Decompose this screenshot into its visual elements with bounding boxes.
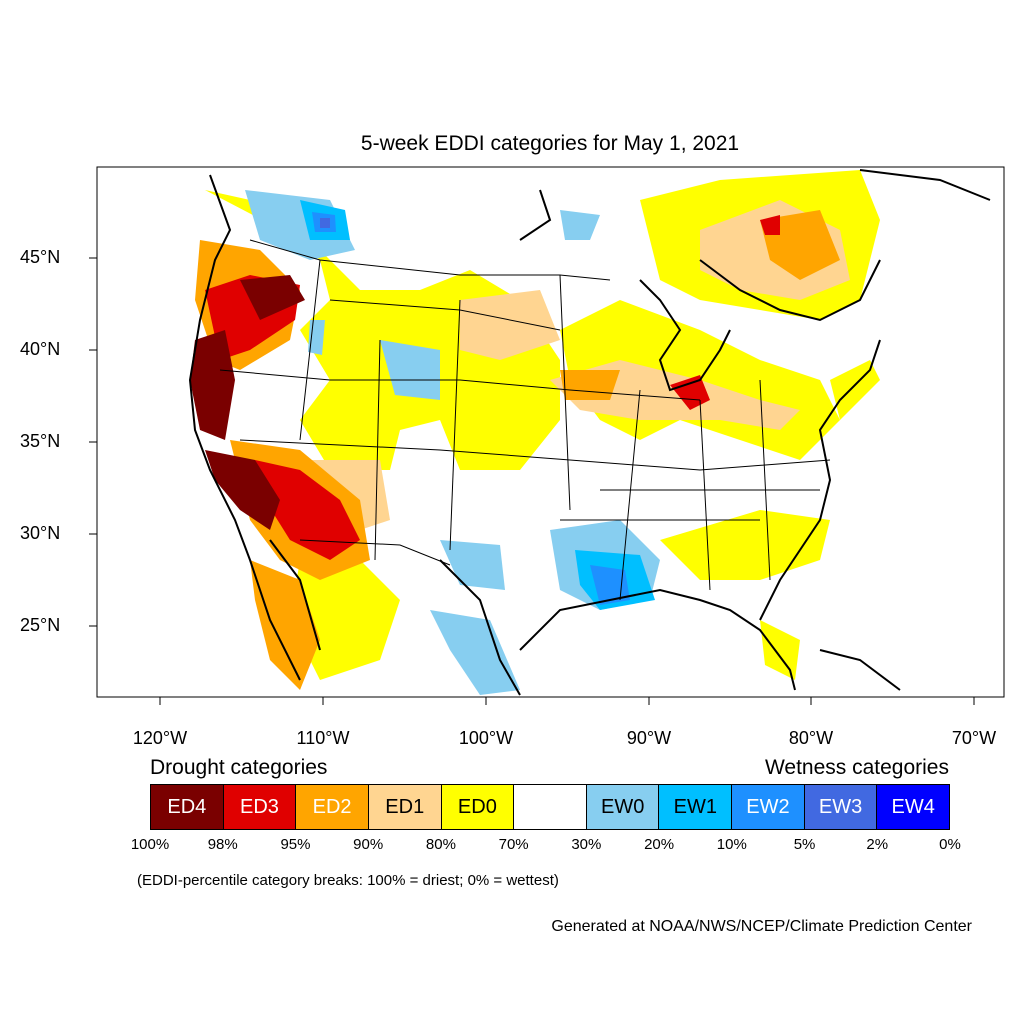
lon-label: 100°W (458, 728, 514, 748)
lat-label: 40°N (20, 339, 61, 359)
legend-box: ED2 (296, 785, 369, 829)
wetness-categories-title: Wetness categories (764, 756, 949, 779)
legend-box: EW0 (586, 785, 660, 829)
percent-break-label: 30% (571, 836, 602, 853)
percent-break-label: 100% (130, 836, 170, 853)
drought-categories-title: Drought categories (150, 756, 328, 779)
lat-label: 30°N (20, 523, 61, 543)
percent-break-label: 70% (498, 836, 529, 853)
legend-box: ED4 (151, 785, 224, 829)
legend-box: ED3 (223, 785, 297, 829)
percent-break-label: 90% (353, 836, 384, 853)
percent-break-label: 0% (939, 836, 961, 853)
coastlines (188, 169, 991, 696)
percent-break-label: 20% (644, 836, 675, 853)
legend-box: EW4 (877, 785, 950, 829)
lat-label: 45°N (20, 247, 61, 267)
eddi-map (89, 166, 1005, 705)
state-borders (219, 239, 831, 601)
percent-break-label: 10% (716, 836, 747, 853)
lon-label: 120°W (132, 728, 188, 748)
legend-box: EW2 (732, 785, 805, 829)
legend-box: EW1 (659, 785, 733, 829)
map-frame (96, 166, 1005, 698)
percent-break-label: 80% (425, 836, 456, 853)
percent-break-label: 5% (793, 836, 816, 853)
percent-break-label: 2% (866, 836, 889, 853)
axis-ticks (89, 257, 975, 705)
category-legend: ED4 ED3 ED2 ED1 ED0 EW0 EW1 EW2 EW3 EW4 (150, 784, 950, 830)
lon-label: 80°W (788, 728, 834, 748)
category-note: (EDDI-percentile category breaks: 100% =… (137, 872, 559, 889)
lon-label: 70°W (951, 728, 997, 748)
legend-box: ED0 (441, 785, 515, 829)
lat-label: 35°N (20, 431, 61, 451)
credit-line: Generated at NOAA/NWS/NCEP/Climate Predi… (551, 918, 972, 935)
lon-label: 110°W (296, 728, 350, 748)
map-title: 5-week EDDI categories for May 1, 2021 (360, 132, 740, 155)
lon-label: 90°W (626, 728, 672, 748)
category-fields (190, 170, 880, 695)
lat-label: 25°N (20, 615, 61, 635)
percent-break-label: 98% (207, 836, 238, 853)
legend-box: ED1 (368, 785, 442, 829)
percent-break-label: 95% (280, 836, 311, 853)
legend-box: EW3 (804, 785, 878, 829)
legend-box (514, 785, 587, 829)
